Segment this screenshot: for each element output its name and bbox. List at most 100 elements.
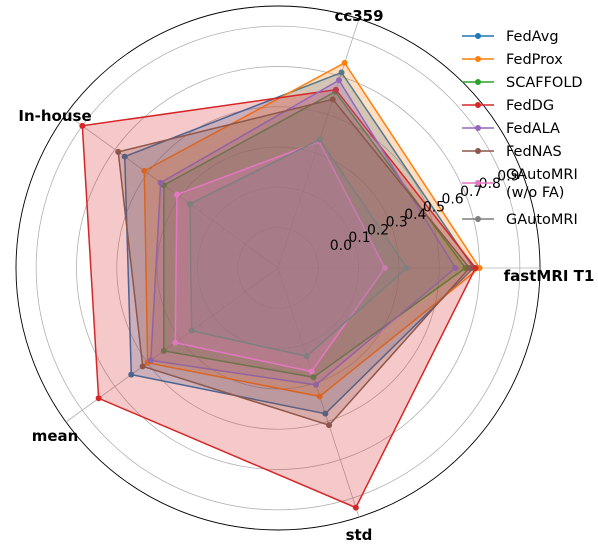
data-point: [303, 353, 310, 360]
legend-item: GAutoMRI (w/o FA): [462, 167, 578, 201]
ring-labels: 0.00.10.20.30.40.50.60.70.80.9: [330, 168, 520, 253]
series-fedprox: [141, 59, 483, 400]
series-line: [81, 88, 477, 509]
legend-item: GAutoMRI: [462, 212, 578, 228]
legend-label: FedNAS: [506, 144, 562, 160]
data-point: [329, 96, 336, 103]
data-point: [332, 86, 339, 93]
series-line: [174, 140, 386, 373]
legend-marker: [475, 216, 481, 222]
data-point: [316, 136, 323, 143]
data-point: [466, 265, 473, 271]
data-point: [326, 422, 333, 429]
legend-marker: [475, 125, 481, 131]
series-area: [190, 139, 407, 357]
chart-series: [79, 59, 483, 511]
legend-item: FedProx: [462, 52, 563, 68]
series-area: [175, 141, 385, 372]
axis-label: cc359: [334, 7, 383, 25]
data-point: [341, 59, 348, 66]
data-point: [172, 339, 179, 346]
data-point: [160, 347, 167, 354]
grid-spoke: [65, 113, 279, 269]
ring-label: 0.8: [479, 176, 501, 192]
data-point: [79, 122, 86, 129]
series-area: [163, 91, 466, 378]
legend-label: FedProx: [506, 52, 563, 68]
ring-label: 0.1: [348, 230, 370, 246]
ring-label: 0.5: [423, 199, 445, 215]
ring-label: 0.6: [441, 192, 463, 208]
axis-label: std: [346, 526, 373, 544]
data-point: [310, 374, 317, 381]
series-fednas: [115, 96, 473, 429]
axis-label: In-house: [18, 107, 91, 125]
ring-label: 0.9: [497, 168, 519, 184]
legend-label: GAutoMRI: [506, 167, 578, 183]
series-area: [144, 62, 480, 397]
ring-label: 0.7: [460, 184, 482, 200]
data-point: [147, 357, 154, 364]
legend-label: FedAvg: [506, 29, 559, 45]
series-line: [117, 98, 471, 427]
data-point: [336, 77, 343, 84]
ring-label: 0.2: [367, 222, 389, 238]
data-point: [173, 191, 180, 198]
legend-item: FedDG: [462, 98, 554, 114]
legend-item: FedAvg: [462, 29, 559, 45]
ring-label: 0.0: [330, 238, 352, 254]
grid-spoke: [277, 267, 360, 518]
legend-marker: [475, 102, 481, 108]
data-point: [316, 393, 323, 400]
legend-marker: [475, 56, 481, 62]
legend-label: (w/o FA): [506, 185, 564, 201]
data-point: [139, 363, 146, 370]
series-line: [123, 71, 475, 415]
legend-item: FedNAS: [462, 144, 562, 160]
ring-label: 0.4: [404, 207, 426, 223]
data-point: [472, 265, 479, 271]
axis-labels: fastMRI T1 cc359 In-house mean std: [18, 7, 594, 544]
legend-label: SCAFFOLD: [506, 75, 583, 91]
data-point: [115, 148, 122, 155]
data-point: [186, 201, 193, 208]
data-point: [381, 265, 388, 271]
data-point: [352, 504, 359, 511]
data-point: [322, 410, 329, 417]
legend-label: FedDG: [506, 98, 554, 114]
series-gautomri-w-o-fa: [172, 138, 388, 375]
data-point: [95, 395, 102, 402]
data-point: [121, 153, 128, 160]
legend-item: SCAFFOLD: [462, 75, 583, 91]
ring-label: 0.3: [386, 215, 408, 231]
series-gautomri: [186, 136, 410, 360]
data-point: [141, 167, 148, 174]
legend-label: GAutoMRI: [506, 212, 578, 228]
series-scaffold: [160, 88, 469, 381]
data-point: [308, 368, 315, 375]
series-area: [82, 89, 476, 508]
series-line: [163, 90, 467, 379]
legend-marker: [475, 33, 481, 39]
series-area: [118, 99, 470, 426]
data-point: [338, 69, 345, 76]
series-line: [143, 61, 481, 398]
data-point: [403, 265, 410, 271]
legend-marker: [475, 79, 481, 85]
axis-label: fastMRI T1: [504, 267, 595, 285]
data-point: [188, 327, 195, 334]
series-line: [150, 79, 457, 386]
chart-legend: FedAvg FedProx SCAFFOLD FedDG FedALA FedNAS GA…: [462, 29, 583, 228]
data-point: [157, 179, 164, 186]
grid-spoke: [65, 267, 279, 423]
legend-marker: [475, 148, 481, 154]
data-point: [452, 265, 459, 271]
data-point: [128, 371, 135, 378]
legend-label: FedALA: [506, 121, 560, 137]
legend-item: FedALA: [462, 121, 560, 137]
series-feddg: [79, 86, 479, 511]
axis-label: mean: [32, 427, 79, 445]
series-line: [189, 138, 408, 358]
data-point: [312, 381, 319, 388]
